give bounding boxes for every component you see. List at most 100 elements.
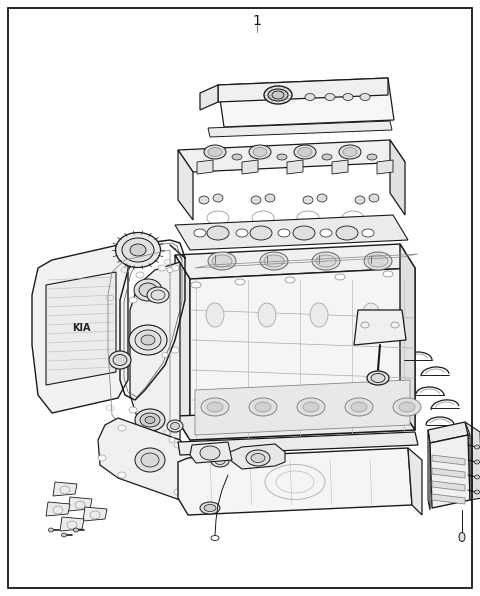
Polygon shape [218,78,394,127]
Ellipse shape [371,374,385,383]
Ellipse shape [322,154,332,160]
Ellipse shape [208,252,236,270]
Ellipse shape [118,425,126,431]
Ellipse shape [298,147,312,157]
Polygon shape [175,215,408,250]
Ellipse shape [258,303,276,327]
Polygon shape [390,140,405,215]
Ellipse shape [200,502,220,514]
Ellipse shape [250,226,272,240]
Ellipse shape [130,244,146,256]
Polygon shape [178,432,418,455]
Ellipse shape [171,347,179,353]
Polygon shape [83,507,107,521]
Ellipse shape [367,371,389,385]
Polygon shape [230,444,285,469]
Ellipse shape [199,196,209,204]
Polygon shape [242,160,258,174]
Ellipse shape [360,94,370,101]
Ellipse shape [135,448,165,472]
Ellipse shape [297,398,325,416]
Polygon shape [432,468,465,478]
Ellipse shape [362,229,374,237]
Ellipse shape [151,290,165,300]
Ellipse shape [174,489,182,495]
Polygon shape [178,150,193,220]
Ellipse shape [336,226,358,240]
Ellipse shape [475,460,480,464]
Ellipse shape [312,252,340,270]
Ellipse shape [194,229,206,237]
Ellipse shape [278,229,290,237]
Ellipse shape [162,352,168,358]
Polygon shape [208,121,392,137]
Ellipse shape [201,398,229,416]
Polygon shape [46,272,116,385]
Ellipse shape [255,402,271,412]
Polygon shape [200,85,218,110]
Ellipse shape [294,145,316,159]
Ellipse shape [351,402,367,412]
Ellipse shape [167,420,183,432]
Polygon shape [354,310,406,345]
Ellipse shape [122,238,154,262]
Ellipse shape [260,252,288,270]
Ellipse shape [264,86,292,104]
Polygon shape [218,78,388,102]
Polygon shape [400,244,415,430]
Ellipse shape [369,194,379,202]
Polygon shape [46,502,70,516]
Ellipse shape [136,272,144,278]
Ellipse shape [204,504,216,511]
Ellipse shape [246,450,270,466]
Ellipse shape [303,196,313,204]
Ellipse shape [147,287,169,303]
Ellipse shape [129,297,137,303]
Ellipse shape [268,89,288,101]
Ellipse shape [206,303,224,327]
Polygon shape [432,481,465,491]
Ellipse shape [393,398,421,416]
Polygon shape [287,160,303,174]
Polygon shape [465,422,480,500]
Ellipse shape [212,255,232,267]
Ellipse shape [61,533,67,537]
Ellipse shape [213,194,223,202]
Ellipse shape [158,435,166,441]
Ellipse shape [264,255,284,267]
Ellipse shape [118,472,126,478]
Ellipse shape [200,446,220,460]
Ellipse shape [343,147,357,157]
Ellipse shape [249,145,271,159]
Polygon shape [178,448,412,515]
Ellipse shape [158,265,166,271]
Ellipse shape [139,283,157,297]
Polygon shape [197,160,213,174]
Ellipse shape [140,413,160,427]
Ellipse shape [235,279,245,285]
Ellipse shape [325,94,335,101]
Polygon shape [408,448,422,515]
Polygon shape [432,494,465,504]
Ellipse shape [204,145,226,159]
Ellipse shape [48,528,53,532]
Text: KIA: KIA [72,323,90,333]
Ellipse shape [236,229,248,237]
Ellipse shape [135,409,165,431]
Ellipse shape [367,154,377,160]
Ellipse shape [303,402,319,412]
Polygon shape [130,262,180,440]
Text: 1: 1 [252,14,262,28]
Ellipse shape [208,147,222,157]
Polygon shape [195,380,410,435]
Ellipse shape [320,229,332,237]
Ellipse shape [368,255,388,267]
Ellipse shape [171,265,179,271]
Ellipse shape [475,490,480,494]
Ellipse shape [141,335,155,345]
Ellipse shape [141,453,159,467]
Ellipse shape [335,274,345,280]
Ellipse shape [232,154,242,160]
Ellipse shape [310,303,328,327]
Ellipse shape [362,303,380,327]
